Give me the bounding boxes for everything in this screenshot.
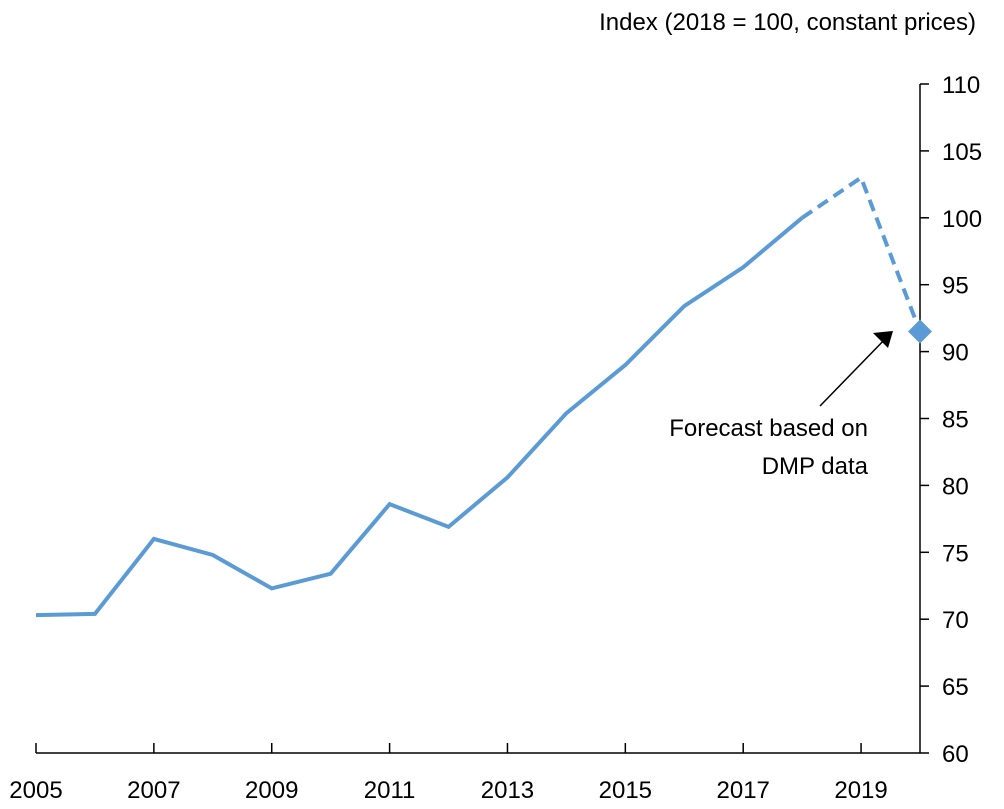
- y-tick-label: 90: [942, 340, 969, 367]
- x-tick-label: 2011: [364, 777, 416, 804]
- x-tick-label: 2017: [717, 777, 770, 804]
- y-tick-label: 60: [942, 741, 969, 768]
- y-tick-label: 80: [942, 473, 969, 500]
- annotation-line: DMP data: [762, 453, 869, 480]
- y-tick-label: 110: [942, 72, 980, 99]
- y-axis-label: Index (2018 = 100, constant prices): [599, 9, 976, 36]
- end-marker: [908, 319, 932, 344]
- annotation-arrowhead: [873, 331, 893, 348]
- y-tick-label: 95: [942, 273, 969, 300]
- y-tick-label: 105: [942, 139, 982, 166]
- x-tick-label: 2019: [834, 777, 887, 804]
- annotation-line: Forecast based on: [669, 415, 868, 442]
- y-tick-label: 70: [942, 607, 969, 634]
- x-tick-label: 2005: [9, 777, 62, 804]
- y-tick-label: 65: [942, 674, 969, 701]
- x-tick-label: 2013: [481, 777, 534, 804]
- y-tick-label: 85: [942, 407, 969, 434]
- line: [35, 216, 804, 618]
- line: [801, 174, 922, 333]
- y-tick-label: 75: [942, 540, 969, 567]
- y-tick-label: 100: [942, 206, 982, 233]
- annotation-arrow: [819, 334, 890, 407]
- x-tick-label: 2007: [127, 777, 180, 804]
- x-tick-label: 2009: [245, 777, 298, 804]
- x-tick-label: 2015: [599, 777, 652, 804]
